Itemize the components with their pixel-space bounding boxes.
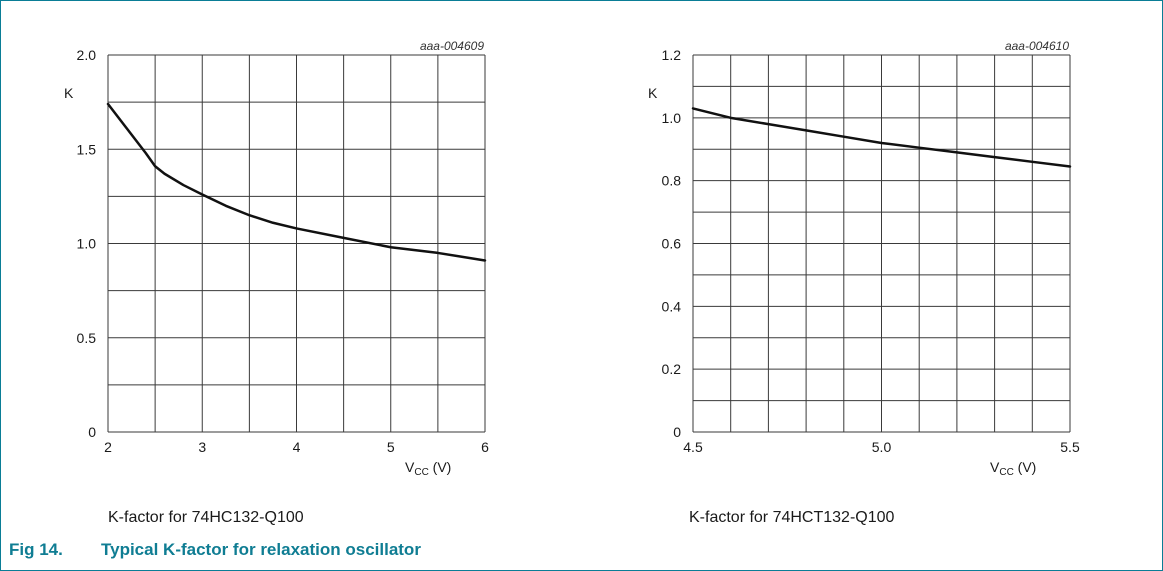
x-tick-label: 5.0 [872,439,892,455]
x-tick-label: 6 [481,439,489,455]
x-tick-label: 3 [198,439,206,455]
x-tick-label: 4 [293,439,301,455]
y-tick-label: 0 [88,424,96,440]
y-tick-label: 2.0 [77,47,97,63]
chart-id-label: aaa-004609 [420,39,484,53]
x-tick-label: 2 [104,439,112,455]
x-tick-label: 5 [387,439,395,455]
chart-caption: K-factor for 74HCT132-Q100 [689,509,895,526]
chart-caption: K-factor for 74HC132-Q100 [108,509,304,526]
y-tick-label: 1.5 [77,141,97,157]
y-tick-label: 0.6 [662,236,682,252]
y-tick-label: 0.8 [662,173,682,189]
x-tick-label: 5.5 [1060,439,1080,455]
y-tick-label: 1.0 [662,110,682,126]
y-axis-label: K [64,85,74,101]
chart-id-label: aaa-004610 [1005,39,1069,53]
x-tick-label: 4.5 [683,439,703,455]
y-tick-label: 0 [673,424,681,440]
figure-number: Fig 14. [9,540,63,559]
x-axis-label: VCC (V) [990,459,1036,478]
x-axis-label: VCC (V) [405,459,451,478]
y-tick-label: 1.2 [662,47,682,63]
figure-caption: Fig 14. Typical K-factor for relaxation o… [9,540,421,560]
y-tick-label: 0.5 [77,330,97,346]
y-tick-label: 0.4 [662,298,682,314]
y-tick-label: 1.0 [77,236,97,252]
figure-title: Typical K-factor for relaxation oscillat… [101,540,421,559]
y-axis-label: K [648,85,658,101]
y-tick-label: 0.2 [662,361,682,377]
